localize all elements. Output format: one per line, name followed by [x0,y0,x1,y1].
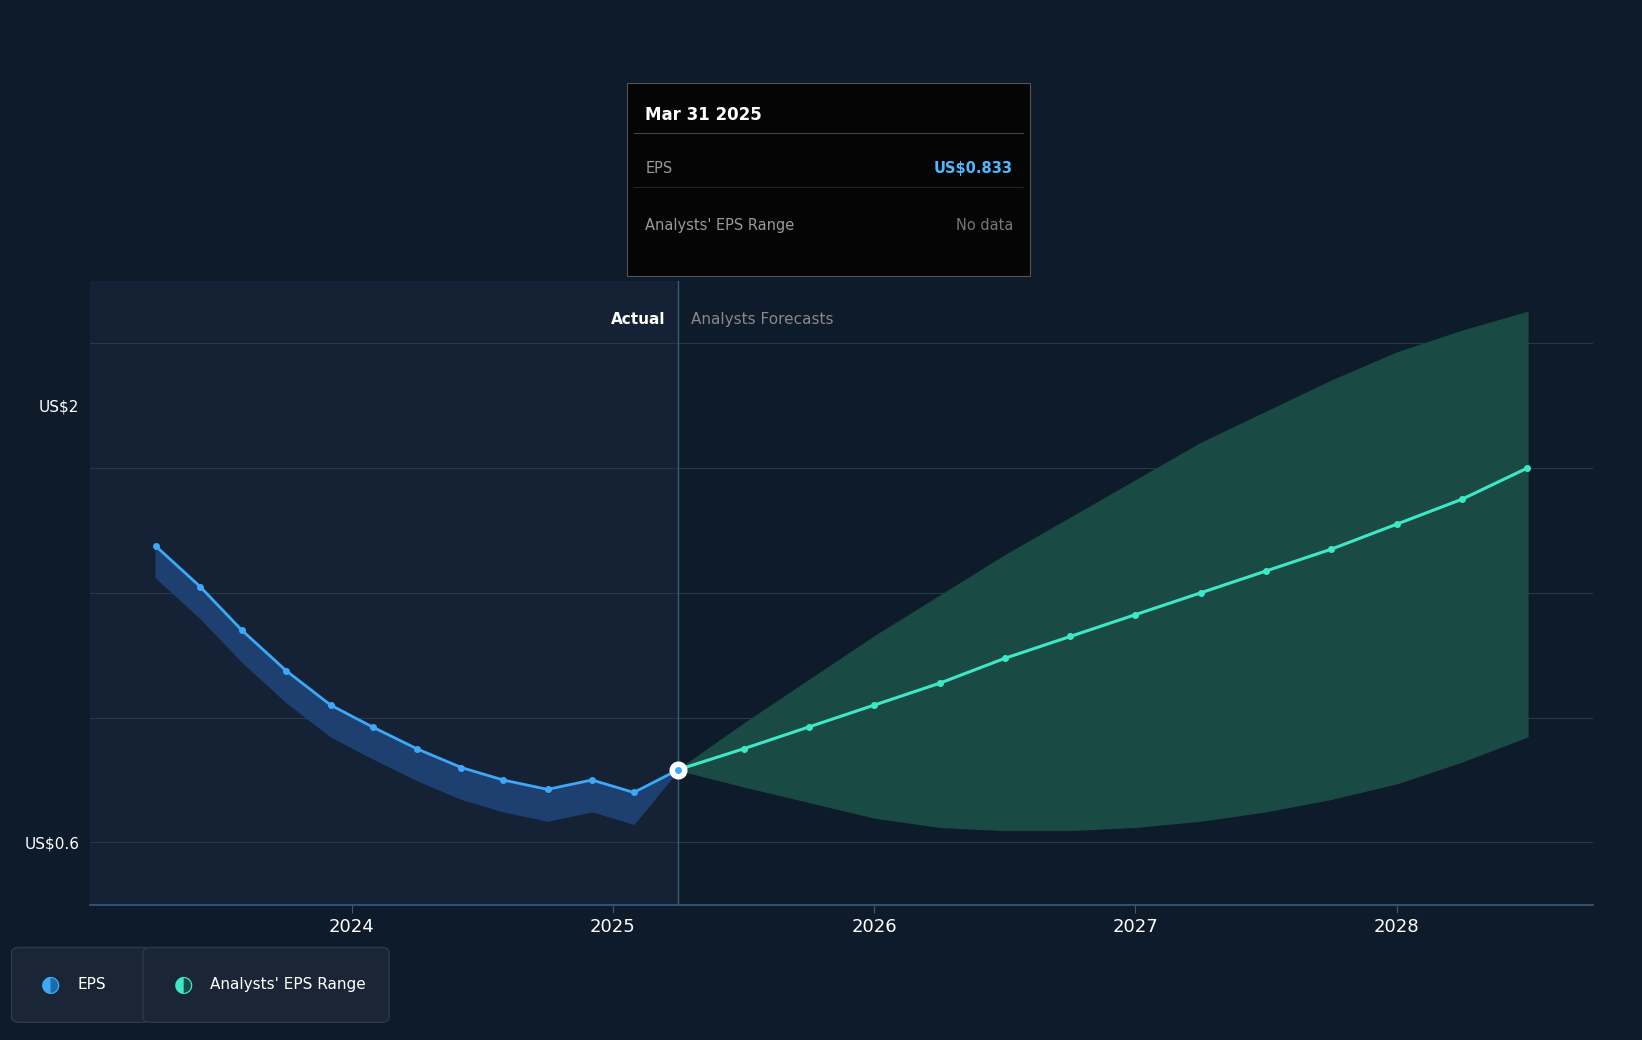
Text: ◐: ◐ [41,974,61,995]
Text: EPS: EPS [77,978,105,992]
Text: Analysts' EPS Range: Analysts' EPS Range [210,978,366,992]
Text: ◑: ◑ [174,974,194,995]
Text: Actual: Actual [611,312,665,327]
Text: Analysts' EPS Range: Analysts' EPS Range [645,218,795,233]
Text: EPS: EPS [645,161,673,176]
Bar [90,281,678,905]
Text: US$0.833: US$0.833 [934,161,1013,176]
Text: Mar 31 2025: Mar 31 2025 [645,106,762,124]
Text: No data: No data [956,218,1013,233]
Text: ◐: ◐ [174,974,194,995]
Text: ◑: ◑ [41,974,61,995]
Text: Analysts Forecasts: Analysts Forecasts [691,312,834,327]
